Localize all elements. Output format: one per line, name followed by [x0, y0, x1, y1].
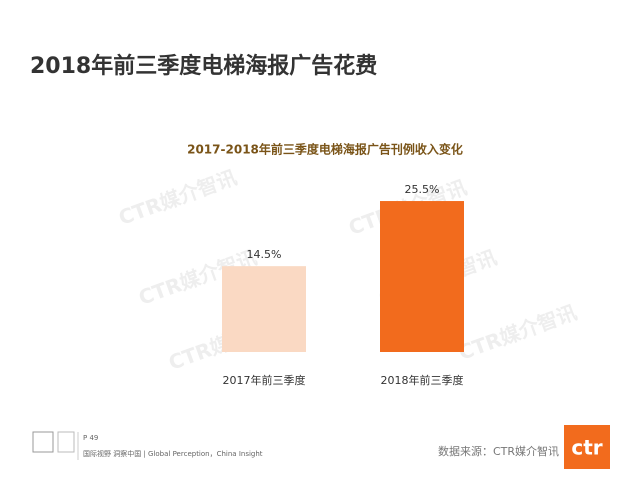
tagline: 国际视野 洞察中国 | Global Perception，China Insi… — [83, 449, 263, 458]
source: 数据来源：CTR媒介智讯 — [438, 444, 559, 458]
value-label: 25.5% — [405, 183, 440, 196]
bar — [380, 201, 464, 352]
cert-icon — [32, 431, 54, 453]
logo: ctr — [571, 436, 602, 460]
logo-box — [564, 425, 610, 469]
value-label: 14.5% — [247, 248, 282, 261]
footer: P 49 国际视野 洞察中国 | Global Perception，China… — [32, 425, 610, 469]
plot: 14.5% 2017年前三季度 25.5% 2018年前三季度 — [222, 183, 464, 387]
chart-title: 2017-2018年前三季度电梯海报广告刊例收入变化 — [187, 142, 463, 157]
cert-icon — [57, 431, 75, 453]
category-label: 2017年前三季度 — [223, 373, 306, 387]
category-label: 2018年前三季度 — [381, 373, 464, 387]
slide-title: 2018年前三季度电梯海报广告花费 — [30, 53, 377, 79]
bar — [222, 266, 306, 352]
page-number: P 49 — [83, 434, 98, 442]
